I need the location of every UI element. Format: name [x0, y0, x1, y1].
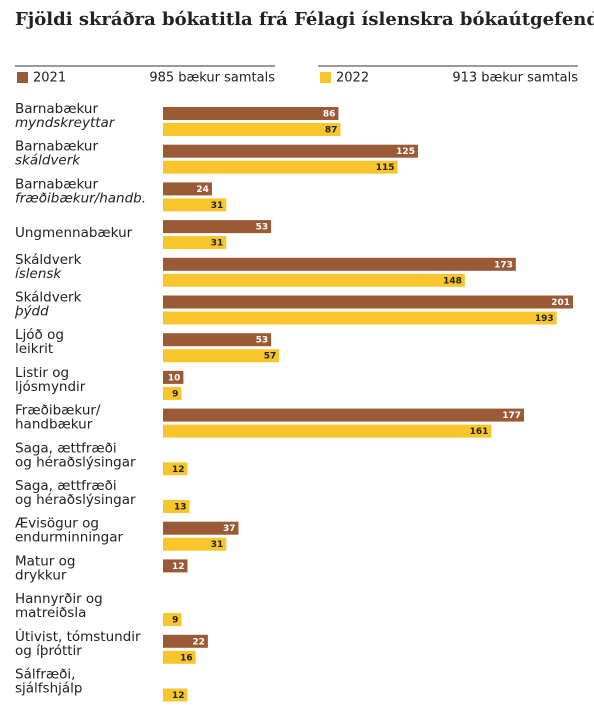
legend-label: 2021 [33, 71, 66, 86]
value-label: 9 [172, 616, 178, 626]
bar [163, 160, 398, 174]
bar [163, 634, 208, 648]
category-label: Sálfræði, [15, 667, 75, 683]
bar [163, 500, 190, 513]
legend-swatch [320, 72, 331, 83]
bar [163, 198, 227, 212]
category-label: Skáldverk [15, 290, 82, 306]
value-label: 87 [325, 126, 338, 136]
value-label: 10 [168, 373, 181, 383]
bar [163, 257, 516, 271]
bar [163, 424, 492, 438]
bar [163, 273, 465, 287]
category-label: sjálfshjálp [15, 681, 83, 697]
category-label: myndskreyttar [15, 115, 116, 131]
bar [163, 688, 188, 702]
value-label: 57 [264, 352, 277, 362]
category-label: Ljóð og [15, 327, 64, 343]
bar [163, 537, 227, 551]
value-label: 125 [396, 147, 415, 157]
category-label: Saga, ættfræði [15, 440, 117, 456]
category-label: Barnabækur [15, 101, 98, 117]
bar [163, 370, 184, 384]
chart-title: Fjöldi skráðra bókatitla frá Félagi ísle… [15, 9, 594, 30]
bar [163, 650, 196, 664]
value-label: 161 [470, 427, 489, 437]
category-label: Útivist, tómstundir [15, 627, 141, 645]
category-label: endurminningar [15, 530, 123, 546]
value-label: 201 [551, 298, 570, 308]
legend-total: 913 bækur samtals [452, 71, 578, 86]
value-label: 12 [172, 562, 185, 572]
category-label: og íþróttir [15, 643, 82, 659]
category-label: skáldverk [15, 153, 81, 169]
category-label: og héraðslýsingar [15, 454, 136, 470]
category-label: drykkur [15, 567, 67, 583]
legend-label: 2022 [336, 71, 369, 86]
bar [163, 236, 227, 250]
value-label: 22 [192, 637, 205, 647]
value-label: 31 [211, 239, 224, 249]
bar [163, 144, 418, 158]
category-label: íslensk [15, 266, 62, 282]
value-label: 148 [443, 276, 462, 286]
category-label: Ævisögur og [15, 516, 99, 532]
value-label: 31 [211, 201, 224, 211]
value-label: 86 [323, 110, 336, 120]
category-label: ljósmyndir [15, 379, 86, 395]
bar [163, 333, 272, 347]
category-label: leikrit [15, 341, 53, 357]
value-label: 193 [535, 314, 554, 324]
category-label: Listir og [15, 365, 69, 381]
legend-total: 985 bækur samtals [149, 71, 275, 86]
value-label: 173 [494, 260, 513, 270]
value-label: 16 [180, 653, 193, 663]
value-label: 115 [376, 163, 395, 173]
value-label: 53 [256, 336, 269, 346]
bar [163, 559, 188, 573]
value-label: 53 [256, 223, 269, 233]
category-label: Hannyrðir og [15, 591, 103, 607]
category-label: þýdd [14, 304, 49, 320]
value-label: 31 [211, 540, 224, 550]
category-label: fræðibækur/handb. [15, 190, 146, 206]
bar [163, 349, 280, 363]
legend-swatch [17, 72, 28, 83]
value-label: 13 [174, 503, 187, 513]
bar [163, 311, 557, 325]
value-label: 24 [196, 185, 209, 195]
value-label: 37 [223, 524, 236, 534]
category-label: matreiðsla [15, 605, 86, 621]
category-label: handbækur [15, 417, 93, 433]
bar [163, 107, 339, 120]
bar [163, 462, 188, 476]
value-label: 9 [172, 389, 178, 399]
category-label: og héraðslýsingar [15, 492, 136, 508]
category-label: Fræðibækur/ [15, 403, 101, 419]
bar [163, 613, 182, 627]
value-label: 12 [172, 465, 185, 475]
bar [163, 220, 272, 234]
category-label: Barnabækur [15, 176, 98, 192]
value-label: 12 [172, 691, 185, 701]
bar [163, 295, 573, 309]
bar [163, 123, 341, 136]
bar [163, 386, 182, 400]
category-label: Ungmennabækur [15, 225, 133, 241]
category-label: Barnabækur [15, 139, 98, 155]
category-label: Skáldverk [15, 252, 82, 268]
category-label: Matur og [15, 553, 75, 569]
value-label: 177 [502, 411, 521, 421]
bar [163, 521, 239, 535]
category-label: Saga, ættfræði [15, 478, 117, 494]
bar [163, 408, 525, 422]
bar [163, 182, 212, 196]
